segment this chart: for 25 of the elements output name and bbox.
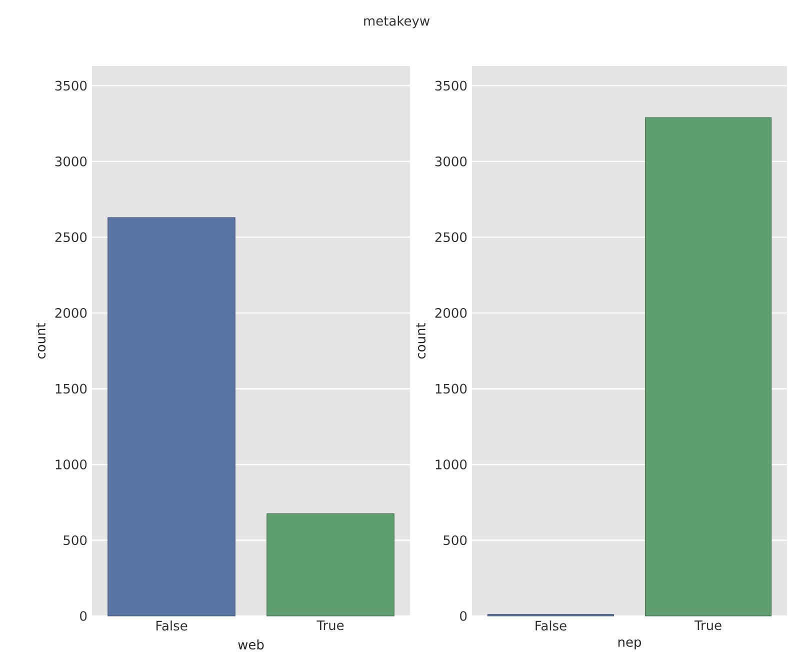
y-tick-label: 3000 [55,156,87,166]
y-tick-label: 500 [64,535,87,546]
x-axis-title: nep [618,639,642,650]
y-tick-label: 1500 [436,384,467,394]
y-tick-label: 3500 [435,80,467,91]
y-tick-label: 1500 [56,384,87,394]
x-tick-label: False [536,620,566,631]
y-tick-label: 0 [460,611,467,621]
y-tick-label: 2000 [55,308,87,318]
y-tick-label: 2500 [55,232,87,242]
y-tick-label: 3000 [435,156,467,166]
chart-title: metakeyw [364,16,430,28]
y-tick-label: 2000 [435,308,467,318]
y-tick-label: 1000 [56,460,87,470]
x-tick-label: False [156,620,188,631]
y-tick-label: 2500 [435,232,467,242]
y-axis-title: count [36,322,46,359]
x-tick-label: True [694,620,722,630]
y-tick-label: 0 [80,611,87,621]
x-axis-title: web [238,639,264,650]
x-tick-label: True [316,620,344,630]
y-tick-label: 3500 [55,80,87,91]
y-tick-label: 1000 [436,460,467,470]
y-axis-title: count [416,322,426,359]
y-tick-label: 500 [444,535,467,546]
